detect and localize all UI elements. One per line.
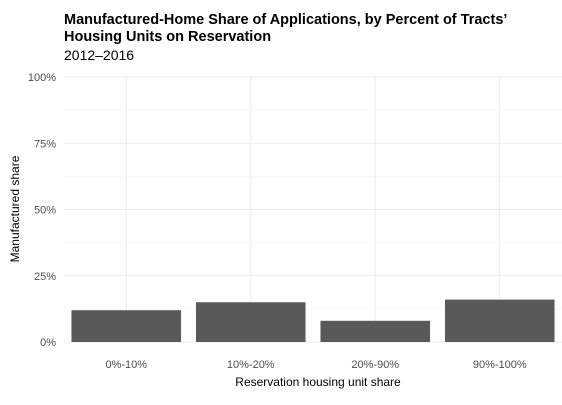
grid-lines (64, 76, 562, 343)
x-tick-label: 20%-90% (351, 359, 399, 371)
x-tick-label: 10%-20% (227, 359, 275, 371)
bar-10%-20% (195, 302, 306, 342)
y-axis-label: Manufactured share (8, 155, 22, 262)
x-tick-label: 0%-10% (105, 359, 147, 371)
y-tick-label: 75% (34, 138, 56, 150)
x-tick-labels: 0%-10% 10%-20% 20%-90% 90%-100% (105, 359, 526, 371)
y-tick-label: 100% (28, 72, 56, 84)
bars (71, 299, 555, 342)
bar-20%-90% (320, 320, 431, 342)
bar-90%-100% (444, 299, 555, 342)
y-tick-labels: 0% 25% 50% 75% 100% (28, 72, 56, 349)
chart-title: Manufactured-Home Share of Applications,… (64, 12, 507, 45)
y-tick-label: 0% (40, 337, 56, 349)
bar-0%-10% (71, 310, 182, 342)
x-tick-label: 90%-100% (473, 359, 527, 371)
y-tick-label: 50% (34, 205, 56, 217)
x-axis-label: Reservation housing unit share (235, 375, 401, 389)
chart-subtitle: 2012–2016 (64, 47, 135, 63)
y-tick-label: 25% (34, 271, 56, 283)
